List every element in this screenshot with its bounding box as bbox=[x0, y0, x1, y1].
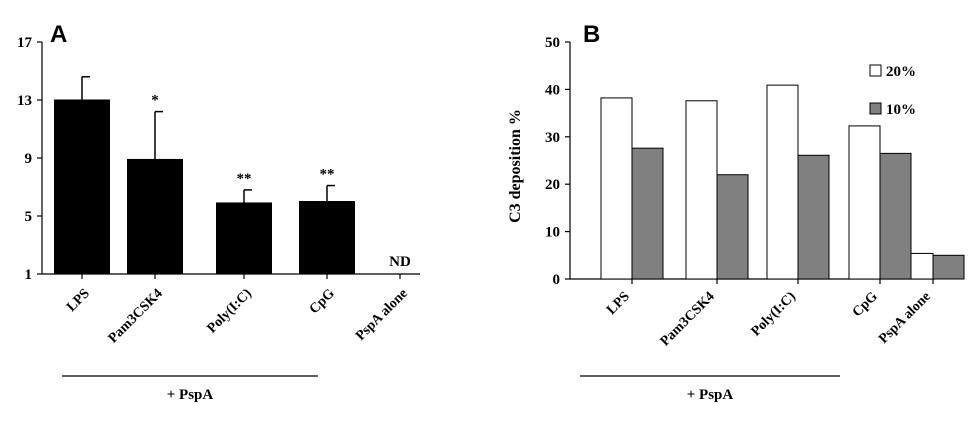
bar bbox=[716, 174, 749, 280]
x-tick-label: CpG bbox=[850, 289, 881, 320]
x-tick-label: Poly(I:C) bbox=[205, 286, 255, 336]
bar bbox=[631, 147, 664, 280]
bar bbox=[127, 158, 183, 275]
x-tick-label: Poly(I:C) bbox=[749, 289, 799, 339]
panel-a-chart: A 1 5 9 13 17 LPS Pam3CSK4 Poly(I:C) CpG PspA alo… bbox=[17, 21, 420, 403]
legend-label: 20% bbox=[886, 64, 916, 80]
significance-marker: ** bbox=[237, 171, 252, 187]
bar bbox=[216, 202, 272, 275]
significance-marker: ** bbox=[320, 167, 335, 183]
x-tick-label: LPS bbox=[604, 289, 633, 318]
y-tick-label: 50 bbox=[545, 35, 560, 51]
group-label: + PspA bbox=[167, 387, 214, 403]
legend-swatch bbox=[869, 64, 882, 77]
bar bbox=[766, 84, 799, 280]
legend-label: 10% bbox=[886, 102, 916, 118]
significance-marker: * bbox=[151, 93, 159, 109]
bar bbox=[848, 125, 881, 280]
bar bbox=[299, 201, 355, 275]
bar bbox=[600, 97, 633, 280]
y-tick-label: 0 bbox=[553, 272, 561, 288]
y-tick-label: 13 bbox=[17, 93, 32, 109]
bar bbox=[685, 100, 718, 280]
y-tick-label: 17 bbox=[17, 35, 33, 51]
y-tick-label: 9 bbox=[25, 151, 33, 167]
panel-a-label: A bbox=[50, 21, 67, 48]
y-tick-label: 5 bbox=[25, 209, 33, 225]
y-tick-label: 1 bbox=[25, 267, 33, 283]
panel-b-label: B bbox=[583, 21, 600, 48]
legend-swatch bbox=[869, 102, 882, 115]
group-label: + PspA bbox=[687, 387, 734, 403]
panel-b-y-axis-label: C3 deposition % bbox=[507, 109, 524, 223]
bar bbox=[932, 254, 965, 280]
y-tick-label: 10 bbox=[545, 225, 560, 241]
x-tick-label: LPS bbox=[64, 286, 93, 315]
x-tick-label: PspA alone bbox=[353, 286, 411, 344]
bar bbox=[879, 152, 912, 280]
panel-b-chart: B C3 deposition % 0 10 20 30 40 50 LPS Pam3CSK4… bbox=[507, 21, 965, 403]
y-tick-label: 20 bbox=[545, 177, 560, 193]
bar bbox=[797, 154, 830, 280]
y-tick-label: 30 bbox=[545, 130, 560, 146]
not-detected-label: ND bbox=[389, 254, 411, 270]
bar bbox=[54, 99, 110, 275]
x-tick-label: Pam3CSK4 bbox=[106, 286, 166, 346]
y-tick-label: 40 bbox=[545, 82, 560, 98]
x-tick-label: Pam3CSK4 bbox=[658, 289, 718, 349]
x-tick-label: PspA alone bbox=[876, 289, 934, 347]
x-tick-label: CpG bbox=[307, 286, 338, 317]
